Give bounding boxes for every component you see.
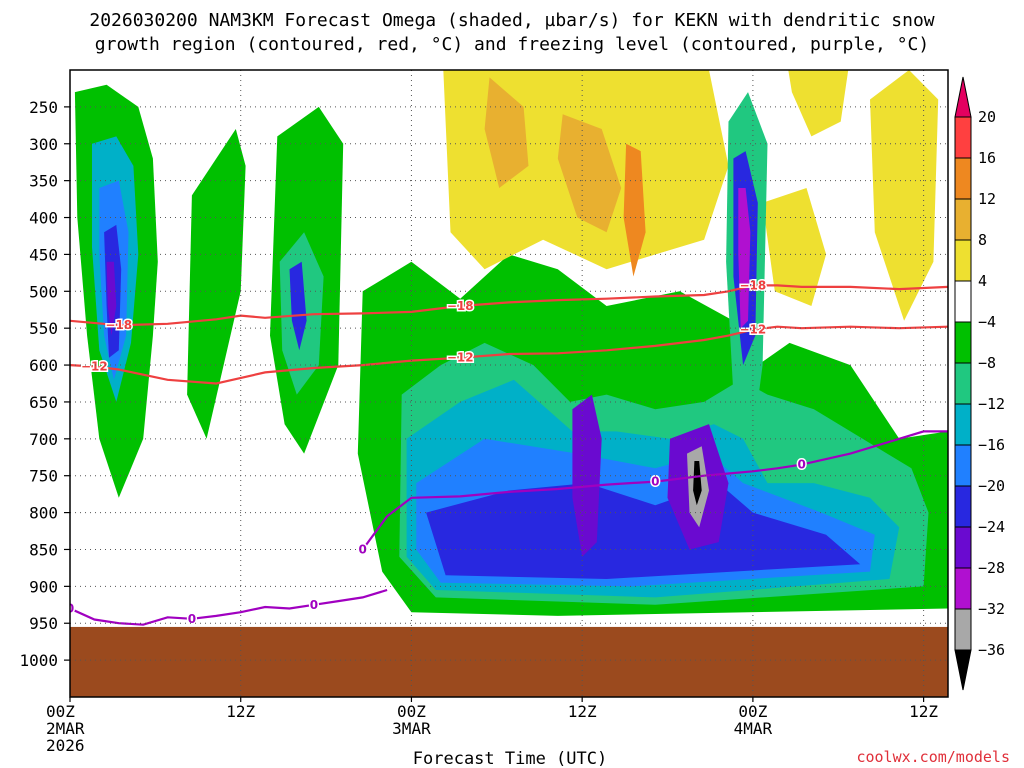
contour-label-2-1: 0 (651, 475, 659, 489)
omega-region-8 (289, 261, 307, 351)
omega-region-13 (426, 483, 861, 579)
x-tick-label-0-1: 2MAR (46, 719, 85, 738)
omega-region-22 (484, 77, 529, 188)
colorbar-segment-4 (954, 280, 972, 323)
colorbar-segment-0 (954, 116, 972, 159)
contour-label-1-0: −12 (81, 360, 108, 374)
y-tick-label-10: 750 (29, 467, 58, 486)
chart-title-line1: 2026030200 NAM3KM Forecast Omega (shaded… (89, 10, 934, 31)
omega-region-20 (738, 188, 751, 329)
colorbar-segment-9 (954, 485, 972, 528)
colorbar: 20 16 12 8 4 −4 −8 −12 −16 −20 −24 −28 −32 −36 (954, 76, 1005, 691)
y-axis-ticks: 250 300 350 400 450 500 550 600 650 700 750 800 850 9… (19, 98, 70, 670)
omega-region-25 (788, 70, 849, 137)
x-tick-label-4-1: 4MAR (734, 719, 773, 738)
colorbar-segment-7 (954, 403, 972, 446)
y-tick-label-4: 450 (29, 245, 58, 264)
colorbar-label-2: 12 (978, 190, 996, 208)
y-tick-label-6: 550 (29, 319, 58, 338)
x-tick-label-2-0: 00Z (397, 702, 426, 721)
colorbar-label-12: −32 (978, 600, 1005, 618)
omega-region-17 (693, 461, 702, 506)
colorbar-label-13: −36 (978, 641, 1005, 659)
x-tick-label-1-0: 12Z (226, 702, 255, 721)
x-tick-label-3-0: 12Z (568, 702, 597, 721)
contour-line-3 (70, 588, 388, 626)
colorbar-segment-1 (954, 157, 972, 200)
x-tick-label-2-1: 3MAR (392, 719, 431, 738)
colorbar-segment-12 (954, 608, 972, 651)
ground-fill (70, 626, 948, 697)
x-tick-label-0-0: 00Z (46, 702, 75, 721)
contour-label-2-2: 0 (797, 458, 805, 472)
colorbar-segment-10 (954, 526, 972, 569)
colorbar-label-3: 8 (978, 231, 987, 249)
y-tick-label-12: 850 (29, 540, 58, 559)
y-tick-label-15: 1000 (19, 651, 58, 670)
y-tick-label-5: 500 (29, 282, 58, 301)
contour-label-2-0: 0 (358, 542, 366, 556)
y-tick-label-14: 950 (29, 614, 58, 633)
contour-label-1-2: −12 (740, 323, 767, 337)
colorbar-label-7: −12 (978, 395, 1005, 413)
colorbar-label-6: −8 (978, 354, 996, 372)
colorbar-label-10: −24 (978, 518, 1005, 536)
colorbar-segment-3 (954, 239, 972, 282)
y-tick-label-2: 350 (29, 172, 58, 191)
chart-title: 2026030200 NAM3KM Forecast Omega (shaded… (89, 10, 934, 55)
omega-region-4 (106, 261, 117, 336)
contour-label-3-0: 0 (66, 601, 74, 615)
contour-line-1 (70, 325, 948, 385)
y-tick-label-9: 700 (29, 430, 58, 449)
x-axis-label: Forecast Time (UTC) (413, 749, 607, 768)
y-tick-label-0: 250 (29, 98, 58, 117)
credit-text: coolwx.com/models (856, 748, 1010, 766)
colorbar-segment-6 (954, 362, 972, 405)
y-tick-label-8: 650 (29, 393, 58, 412)
y-tick-label-13: 900 (29, 577, 58, 596)
x-tick-label-4-0: 00Z (738, 702, 767, 721)
colorbar-label-11: −28 (978, 559, 1005, 577)
omega-region-5 (187, 129, 246, 439)
contour-label-0-1: −18 (447, 299, 474, 313)
colorbar-segment-2 (954, 198, 972, 241)
y-tick-label-11: 800 (29, 504, 58, 523)
contour-label-3-1: 0 (188, 612, 196, 626)
colorbar-segment-5 (954, 321, 972, 364)
omega-region-24 (623, 143, 646, 277)
plot-frame (69, 69, 949, 698)
colorbar-bottom-arrow (954, 649, 972, 691)
colorbar-label-8: −16 (978, 436, 1005, 454)
colorbar-label-1: 16 (978, 149, 996, 167)
y-tick-label-3: 400 (29, 209, 58, 228)
x-tick-label-0-2: 2026 (46, 736, 85, 755)
contour-line-0 (70, 284, 948, 327)
colorbar-label-4: 4 (978, 272, 987, 290)
contour-label-1-1: −12 (447, 351, 474, 365)
y-tick-label-1: 300 (29, 135, 58, 154)
y-tick-label-7: 600 (29, 356, 58, 375)
colorbar-label-9: −20 (978, 477, 1005, 495)
colorbar-label-5: −4 (978, 313, 996, 331)
colorbar-segment-8 (954, 444, 972, 487)
colorbar-top-arrow (954, 76, 972, 118)
colorbar-segment-11 (954, 567, 972, 610)
contour-label-3-2: 0 (310, 598, 318, 612)
contour-label-0-0: −18 (105, 318, 132, 332)
chart-title-line2: growth region (contoured, red, °C) and f… (95, 34, 929, 55)
contour-line-2 (361, 430, 948, 551)
omega-region-26 (870, 70, 939, 321)
omega-region-14 (572, 394, 602, 557)
colorbar-label-0: 20 (978, 108, 996, 126)
x-tick-label-5-0: 12Z (909, 702, 938, 721)
